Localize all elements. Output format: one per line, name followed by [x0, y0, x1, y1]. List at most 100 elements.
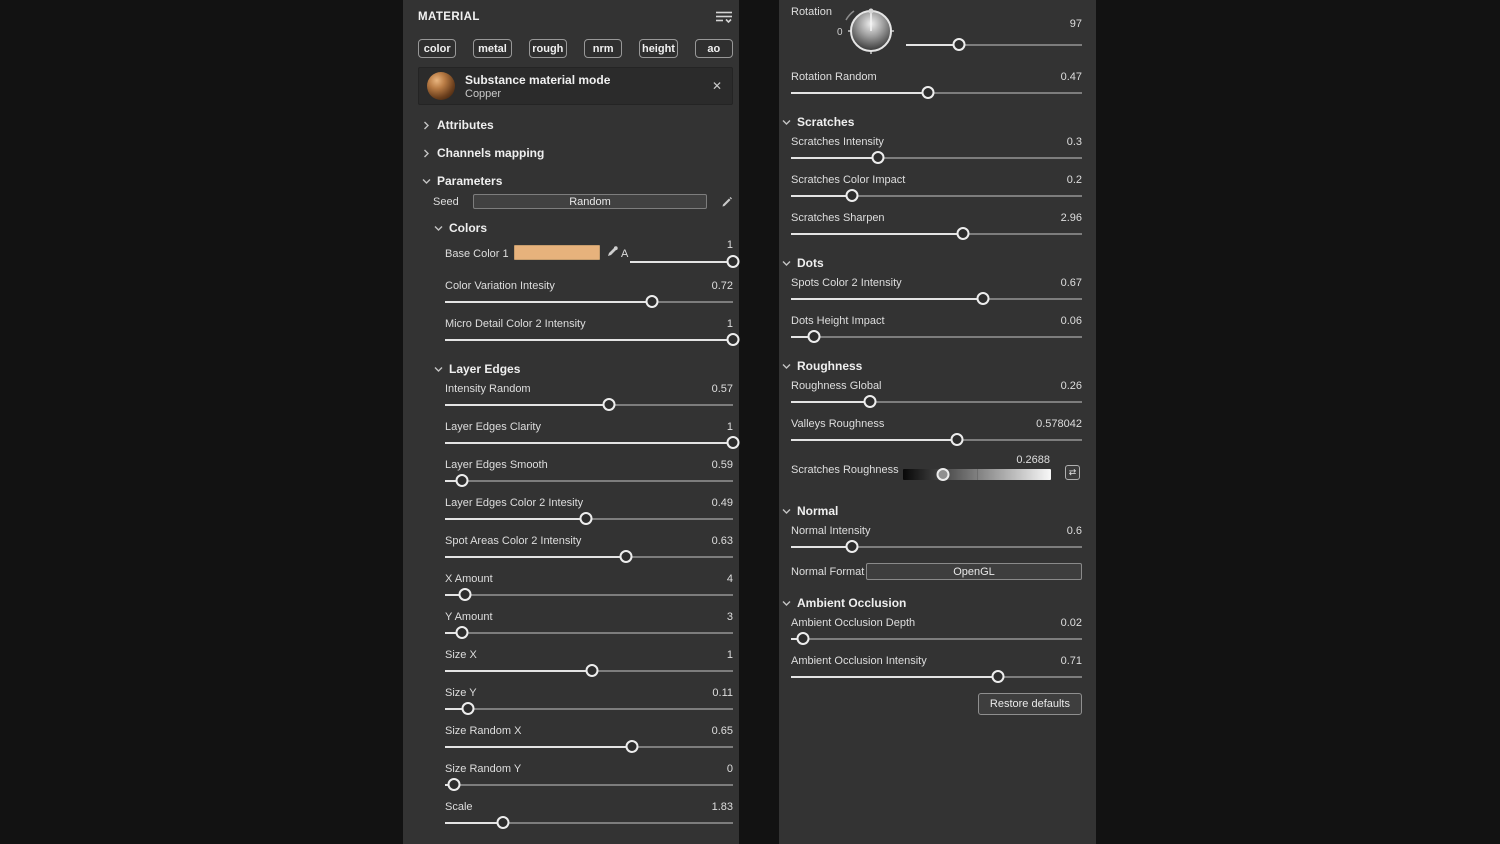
param-slider[interactable]	[791, 632, 1082, 645]
param-slider[interactable]	[791, 227, 1082, 240]
slider-knob[interactable]	[455, 474, 469, 487]
slider-knob[interactable]	[625, 740, 639, 753]
param-slider[interactable]	[445, 333, 740, 346]
restore-defaults-button[interactable]: Restore defaults	[977, 693, 1082, 715]
param-spot-areas-color-2-intensity: Spot Areas Color 2 Intensity 0.63	[445, 533, 733, 563]
group-header[interactable]: Roughness	[781, 358, 1082, 374]
param-size-random-y: Size Random Y 0	[445, 761, 733, 791]
param-slider[interactable]	[791, 86, 1082, 99]
param-head: Size Random X 0.65	[445, 723, 733, 739]
param-slider[interactable]	[791, 433, 1082, 446]
channel-button-metal[interactable]: metal	[473, 39, 512, 58]
slider-knob[interactable]	[579, 512, 593, 525]
close-icon[interactable]: ✕	[711, 79, 722, 93]
channel-button-height[interactable]: height	[639, 39, 678, 58]
param-slider[interactable]	[791, 395, 1082, 408]
param-value: 2.96	[1060, 212, 1082, 224]
slider-knob[interactable]	[645, 295, 659, 308]
param-slider[interactable]	[791, 670, 1082, 683]
edit-pencil-icon[interactable]	[721, 196, 733, 208]
param-slider[interactable]	[445, 626, 733, 639]
param-label: Intensity Random	[445, 383, 531, 395]
group-header[interactable]: Ambient Occlusion	[781, 595, 1082, 611]
slider-knob[interactable]	[871, 151, 885, 164]
normal-format-button[interactable]: OpenGL	[866, 563, 1082, 580]
slider-knob[interactable]	[845, 540, 859, 553]
slider-knob[interactable]	[585, 664, 599, 677]
group-title: Roughness	[797, 359, 863, 373]
param-slider[interactable]	[791, 151, 1082, 164]
group-title: Colors	[449, 221, 488, 235]
rotation-slider[interactable]	[906, 38, 1082, 51]
param-slider[interactable]	[445, 550, 733, 563]
param-slider[interactable]	[445, 474, 733, 487]
param-slider[interactable]	[791, 540, 1082, 553]
param-slider[interactable]	[445, 295, 733, 308]
param-y-amount: Y Amount 3	[445, 609, 733, 639]
param-ambient-occlusion-intensity: Ambient Occlusion Intensity 0.71	[791, 653, 1082, 683]
expose-parameter-icon[interactable]: ⇄	[1065, 465, 1080, 480]
param-slider[interactable]	[445, 702, 733, 715]
slider-knob[interactable]	[496, 816, 510, 829]
slider-knob[interactable]	[921, 86, 935, 99]
material-mode-card[interactable]: Substance material mode Copper ✕	[418, 67, 733, 105]
section-channels-mapping[interactable]: Channels mapping	[418, 145, 733, 161]
slider-knob[interactable]	[726, 333, 740, 346]
section-parameters[interactable]: Parameters	[418, 173, 733, 189]
slider-knob[interactable]	[796, 632, 810, 645]
param-slider[interactable]	[445, 588, 733, 601]
param-slider[interactable]	[445, 778, 733, 791]
param-slider[interactable]	[791, 292, 1082, 305]
panel-menu-icon[interactable]	[715, 10, 733, 24]
param-roughness-global: Roughness Global 0.26	[791, 378, 1082, 408]
param-slider[interactable]	[445, 398, 733, 411]
seed-random-button[interactable]: Random	[473, 194, 707, 209]
channel-button-rough[interactable]: rough	[528, 39, 567, 58]
param-value: 0.6	[1066, 525, 1082, 537]
section-attributes[interactable]: Attributes	[418, 117, 733, 133]
slider-knob[interactable]	[952, 38, 966, 51]
param-value: 0.65	[711, 725, 733, 737]
slider-knob[interactable]	[936, 468, 950, 481]
slider-knob[interactable]	[991, 670, 1005, 683]
param-head: Ambient Occlusion Depth 0.02	[791, 615, 1082, 631]
param-slider[interactable]	[791, 189, 1082, 202]
group-header[interactable]: Scratches	[781, 114, 1082, 130]
param-slider[interactable]	[791, 330, 1082, 343]
param-slider[interactable]	[445, 816, 733, 829]
slider-knob[interactable]	[726, 436, 740, 449]
param-label: Size X	[445, 649, 477, 661]
gradient-slider[interactable]	[903, 468, 1051, 481]
rotation-dial[interactable]: 0	[835, 2, 899, 58]
slider-knob[interactable]	[602, 398, 616, 411]
slider-knob[interactable]	[726, 255, 740, 268]
param-slider[interactable]	[630, 255, 740, 268]
param-label: Roughness Global	[791, 380, 882, 392]
param-slider[interactable]	[445, 740, 733, 753]
slider-knob[interactable]	[956, 227, 970, 240]
group-layer-edges: Layer Edges Intensity Random 0.57 Layer Edg…	[418, 361, 740, 829]
channel-button-nrm[interactable]: nrm	[583, 39, 623, 58]
slider-knob[interactable]	[461, 702, 475, 715]
group-header[interactable]: Dots	[781, 255, 1082, 271]
slider-knob[interactable]	[950, 433, 964, 446]
slider-knob[interactable]	[807, 330, 821, 343]
slider-knob[interactable]	[863, 395, 877, 408]
slider-knob[interactable]	[845, 189, 859, 202]
group-header[interactable]: Normal	[781, 503, 1082, 519]
color-swatch[interactable]	[514, 245, 600, 260]
slider-knob[interactable]	[976, 292, 990, 305]
parameter-groups: Scratches Scratches Intensity 0.3 Scratches…	[782, 114, 1082, 683]
group-header[interactable]: Layer Edges	[418, 361, 733, 377]
param-slider[interactable]	[445, 664, 733, 677]
param-slider[interactable]	[445, 436, 740, 449]
param-slider[interactable]	[445, 512, 733, 525]
slider-knob[interactable]	[619, 550, 633, 563]
slider-knob[interactable]	[458, 588, 472, 601]
channel-button-color[interactable]: color	[418, 39, 457, 58]
eyedropper-icon[interactable]	[606, 245, 619, 258]
channel-button-ao[interactable]: ao	[694, 39, 733, 58]
slider-knob[interactable]	[447, 778, 461, 791]
group-header[interactable]: Colors	[418, 220, 733, 236]
slider-knob[interactable]	[455, 626, 469, 639]
